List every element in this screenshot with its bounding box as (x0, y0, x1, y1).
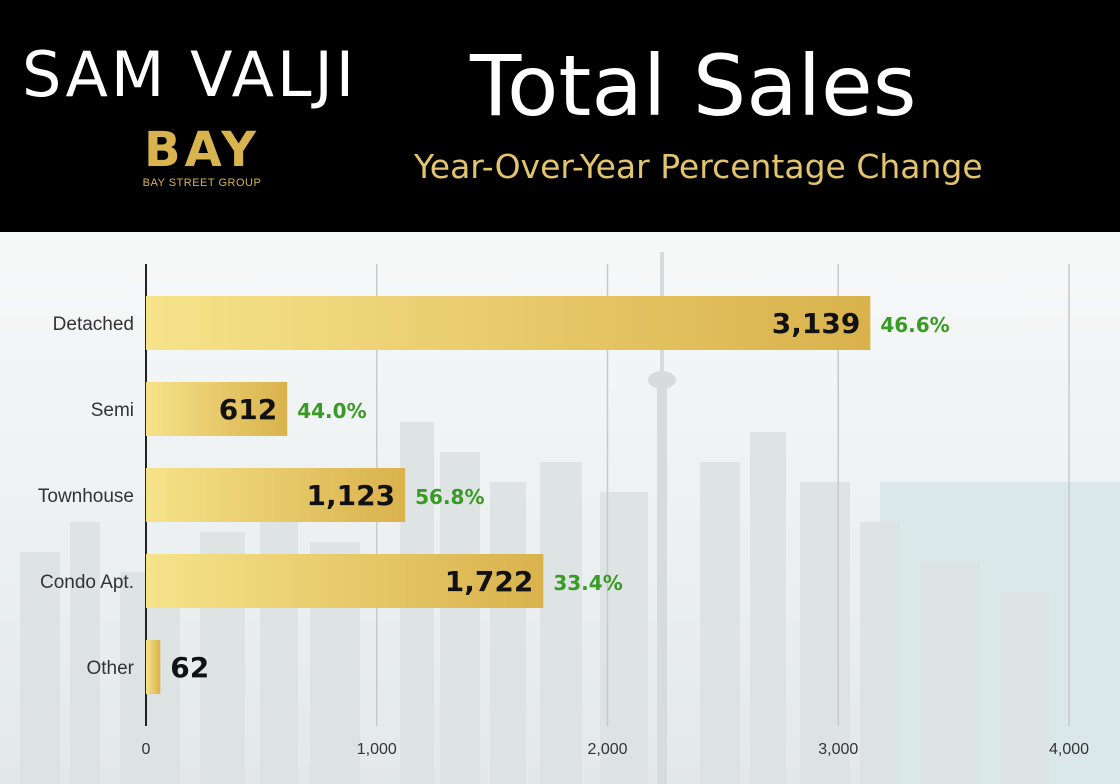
value-label: 62 (170, 651, 209, 684)
value-label: 1,123 (307, 479, 396, 512)
category-label: Townhouse (38, 486, 134, 507)
category-label: Other (86, 658, 134, 679)
category-label: Condo Apt. (40, 572, 134, 593)
yoy-change-label: 56.8% (415, 485, 484, 509)
logo-text: BAY (144, 122, 260, 178)
header-banner: SAM VALJI BAY BAY STREET GROUP Total Sal… (0, 0, 1120, 232)
yoy-change-label: 46.6% (880, 313, 949, 337)
brand-name: SAM VALJI (22, 38, 358, 111)
value-label: 3,139 (772, 307, 861, 340)
category-label: Detached (53, 314, 134, 335)
x-tick-label: 1,000 (357, 741, 397, 758)
x-tick-label: 2,000 (587, 741, 627, 758)
sales-bar-chart: 0 1,000 2,000 3,000 4,000 Detached 3,139 46.6% S… (38, 264, 1089, 758)
x-tick-label: 0 (142, 741, 151, 758)
yoy-change-label: 44.0% (297, 399, 366, 423)
value-label: 1,722 (445, 565, 534, 598)
category-label: Semi (91, 400, 134, 421)
bay-logo: BAY BAY STREET GROUP (143, 122, 262, 189)
yoy-change-label: 33.4% (553, 571, 622, 595)
x-tick-label: 4,000 (1049, 741, 1089, 758)
bar-other (146, 640, 161, 694)
x-tick-label: 3,000 (818, 741, 858, 758)
bar-detached (146, 296, 871, 350)
bar-townhouse (146, 468, 406, 522)
chart-title: Total Sales (470, 37, 917, 135)
value-label: 612 (219, 393, 277, 426)
logo-subtext: BAY STREET GROUP (143, 177, 262, 189)
bar-condo-apt (146, 554, 544, 608)
chart-subtitle: Year-Over-Year Percentage Change (414, 147, 983, 186)
bar-semi (146, 382, 288, 436)
